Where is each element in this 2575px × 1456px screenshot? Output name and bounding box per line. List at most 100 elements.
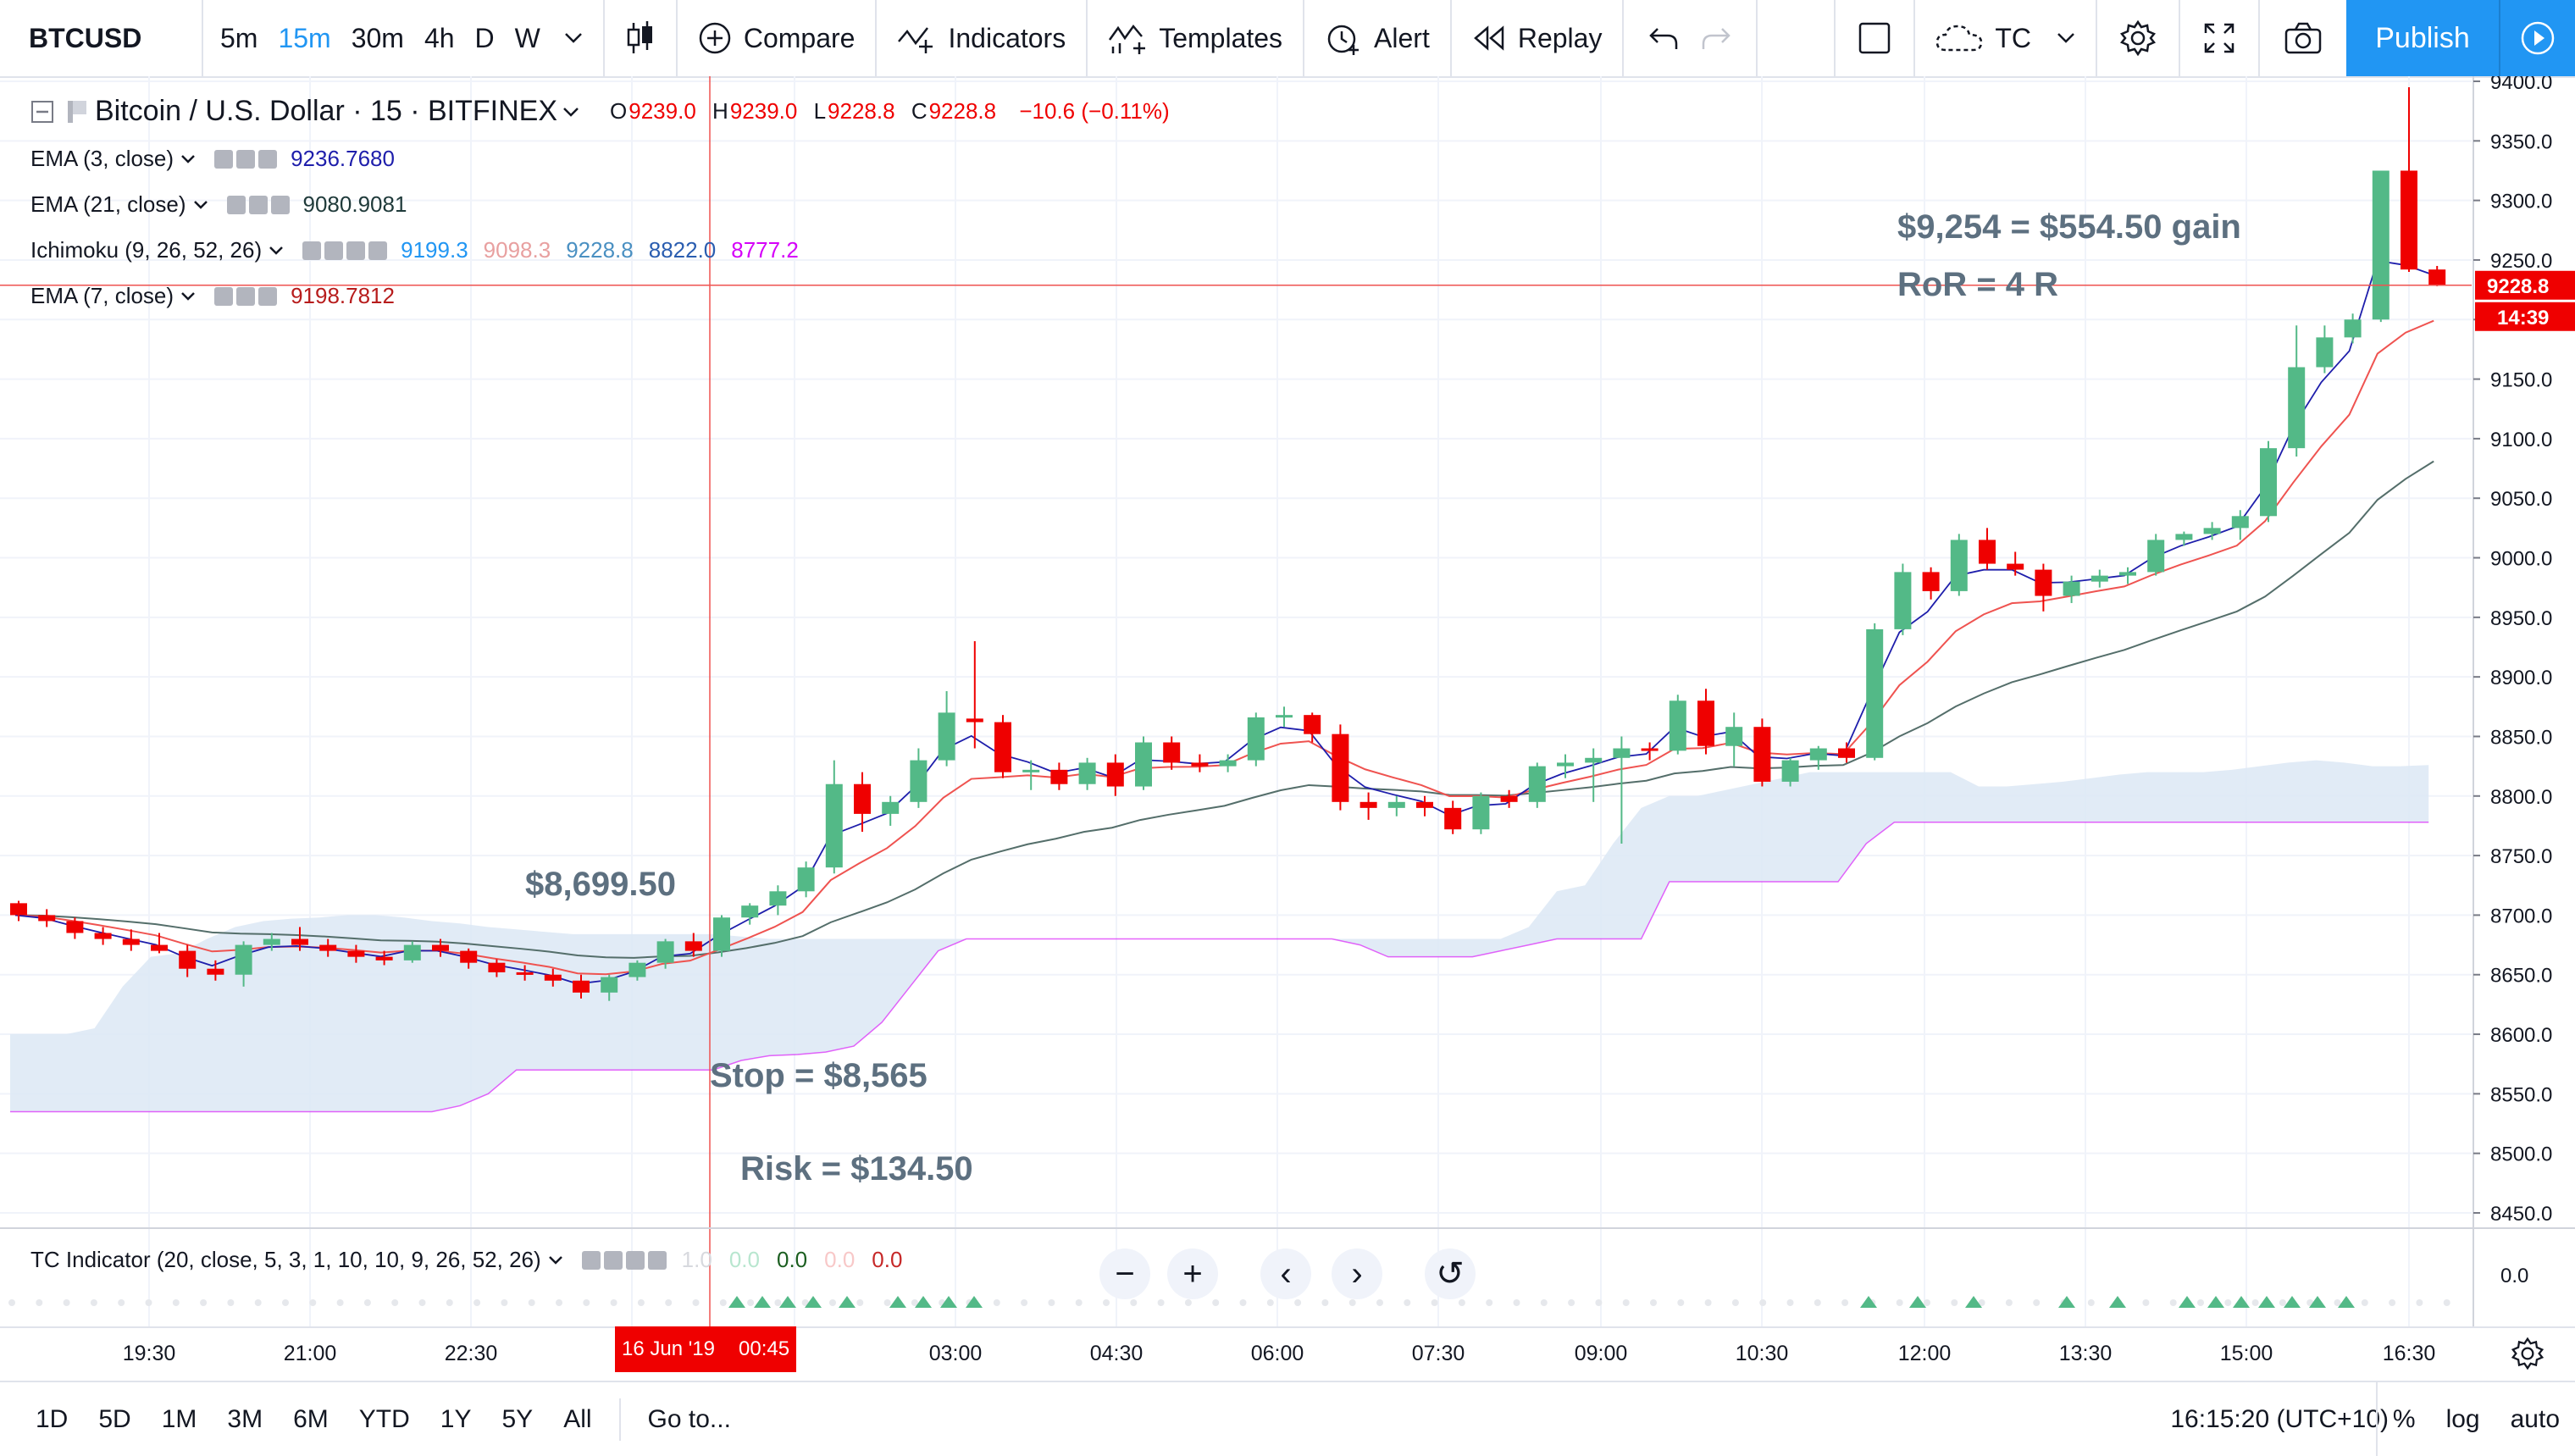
current-price-label: 9228.8 [2487,275,2549,298]
auto-scale-button[interactable]: auto [2510,1404,2560,1433]
interval-15m-button[interactable]: 15m [278,22,331,53]
indicators-button[interactable]: Indicators [877,0,1088,76]
close-icon[interactable] [647,1250,667,1270]
interval-dropdown-button[interactable] [551,0,596,76]
candle-body [1781,760,1799,782]
snapshot-button[interactable] [2260,0,2346,76]
select-layout-button[interactable] [1834,0,1916,76]
gear-icon[interactable] [236,149,256,169]
ema7-value: 9198.7812 [291,283,395,308]
gain-annotation[interactable]: $9,254 = $554.50 gain [1897,208,2241,246]
interval-4h-button[interactable]: 4h [424,22,455,53]
close-icon[interactable] [368,241,388,260]
interval-w-button[interactable]: W [514,22,540,53]
chevron-down-icon[interactable] [548,1255,563,1265]
eye-icon[interactable] [214,286,234,306]
eye-icon[interactable] [226,195,246,214]
chevron-down-icon[interactable] [562,107,579,117]
range-5d-button[interactable]: 5D [98,1404,131,1433]
log-scale-button[interactable]: log [2445,1404,2480,1433]
chart-pane[interactable]: 9400.09350.09300.09250.09200.09150.09100… [0,76,2575,1326]
zoom-out-button[interactable]: − [1099,1248,1150,1299]
zoom-in-button[interactable]: + [1167,1248,1218,1299]
indicator-dot [1404,1299,1411,1306]
indicator-dot [309,1299,317,1306]
publish-button[interactable]: Publish [2346,0,2499,76]
fullscreen-button[interactable] [2180,0,2260,76]
chart-settings-gear-icon[interactable] [2511,1337,2545,1370]
price-chart[interactable]: 9400.09350.09300.09250.09200.09150.09100… [0,76,2575,1326]
entry-price-annotation[interactable]: $8,699.50 [525,866,676,903]
alert-button[interactable]: Alert [1304,0,1452,76]
range-6m-button[interactable]: 6M [293,1404,329,1433]
risk-annotation[interactable]: Risk = $134.50 [740,1150,973,1187]
stop-annotation[interactable]: Stop = $8,565 [710,1057,928,1094]
compare-button[interactable]: Compare [678,0,878,76]
ohlc-values: O9239.0 H9239.0 L9228.8 C9228.8 −10.6 (−… [610,98,1170,125]
range-ytd-button[interactable]: YTD [358,1404,410,1433]
gear-icon[interactable] [236,286,256,306]
range-3m-button[interactable]: 3M [227,1404,263,1433]
redo-button[interactable] [1690,0,1742,76]
saved-layout-button[interactable]: TC [1915,0,2097,76]
symbol-search-button[interactable]: BTCUSD [0,0,203,76]
interval-d-button[interactable]: D [474,22,495,53]
interval-30m-button[interactable]: 30m [351,22,404,53]
settings-button[interactable] [2097,0,2180,76]
indicator-dot [2443,1299,2450,1306]
goto-button[interactable]: Go to... [647,1404,731,1433]
ror-annotation[interactable]: RoR = 4 R [1897,266,2059,303]
chart-style-button[interactable] [605,0,678,76]
ema21-label[interactable]: EMA (21, close) [30,191,186,217]
chevron-down-icon[interactable] [180,291,196,302]
candle-body [2147,540,2165,573]
gear-icon[interactable] [324,241,344,260]
price-axis-label: 8600.0 [2490,1024,2552,1047]
range-1m-button[interactable]: 1M [161,1404,197,1433]
close-icon[interactable] [258,149,278,169]
gear-icon[interactable] [248,195,268,214]
reset-chart-button[interactable]: ↺ [1425,1248,1476,1299]
close-icon[interactable] [258,286,278,306]
templates-button[interactable]: Templates [1088,0,1305,76]
indicator-dot [1924,1299,1930,1306]
ema7-label[interactable]: EMA (7, close) [30,283,174,308]
clock-timezone[interactable]: 16:15:20 (UTC+10) [2170,1404,2389,1433]
replay-button[interactable]: Replay [1452,0,1625,76]
source-code-icon[interactable] [625,1250,645,1270]
interval-5m-button[interactable]: 5m [220,22,258,53]
scroll-left-button[interactable]: ‹ [1260,1248,1311,1299]
time-axis[interactable]: 19:30 21:00 22:30 03:00 04:30 06:00 07:3… [0,1326,2575,1381]
close-icon[interactable] [270,195,290,214]
tc-indicator-label[interactable]: TC Indicator (20, close, 5, 3, 1, 10, 10… [30,1247,541,1272]
chevron-down-icon[interactable] [269,246,284,256]
chevron-down-icon[interactable] [180,154,196,164]
indicator-dot [2224,1299,2232,1306]
tc-value-3: 0.0 [776,1247,808,1272]
publish-video-button[interactable] [2499,0,2575,76]
range-all-button[interactable]: All [563,1404,592,1433]
price-axis-label: 9250.0 [2490,250,2552,273]
symbol-title[interactable]: Bitcoin / U.S. Dollar · 15 · BITFINEX [95,95,558,127]
range-1y-button[interactable]: 1Y [440,1404,472,1433]
eye-icon[interactable] [302,241,322,260]
eye-icon[interactable] [214,149,234,169]
candle-body [2203,528,2221,534]
range-1d-button[interactable]: 1D [36,1404,69,1433]
indicator-dot [36,1299,43,1306]
range-5y-button[interactable]: 5Y [501,1404,534,1433]
ichimoku-label[interactable]: Ichimoku (9, 26, 52, 26) [30,237,263,263]
percent-scale-button[interactable]: % [2392,1404,2416,1433]
ichimoku-lead2-value: 8777.2 [731,237,799,263]
eye-icon[interactable] [581,1250,601,1270]
gear-icon[interactable] [603,1250,623,1270]
ichimoku-cloud [10,760,2429,1112]
collapse-icon[interactable] [30,100,54,124]
chevron-down-icon[interactable] [193,200,208,210]
cloud-icon [1936,25,1983,52]
ema3-label[interactable]: EMA (3, close) [30,146,174,171]
scroll-right-button[interactable]: › [1332,1248,1382,1299]
undo-button[interactable] [1637,0,1690,76]
source-code-icon[interactable] [346,241,366,260]
indicator-dot [556,1299,562,1306]
